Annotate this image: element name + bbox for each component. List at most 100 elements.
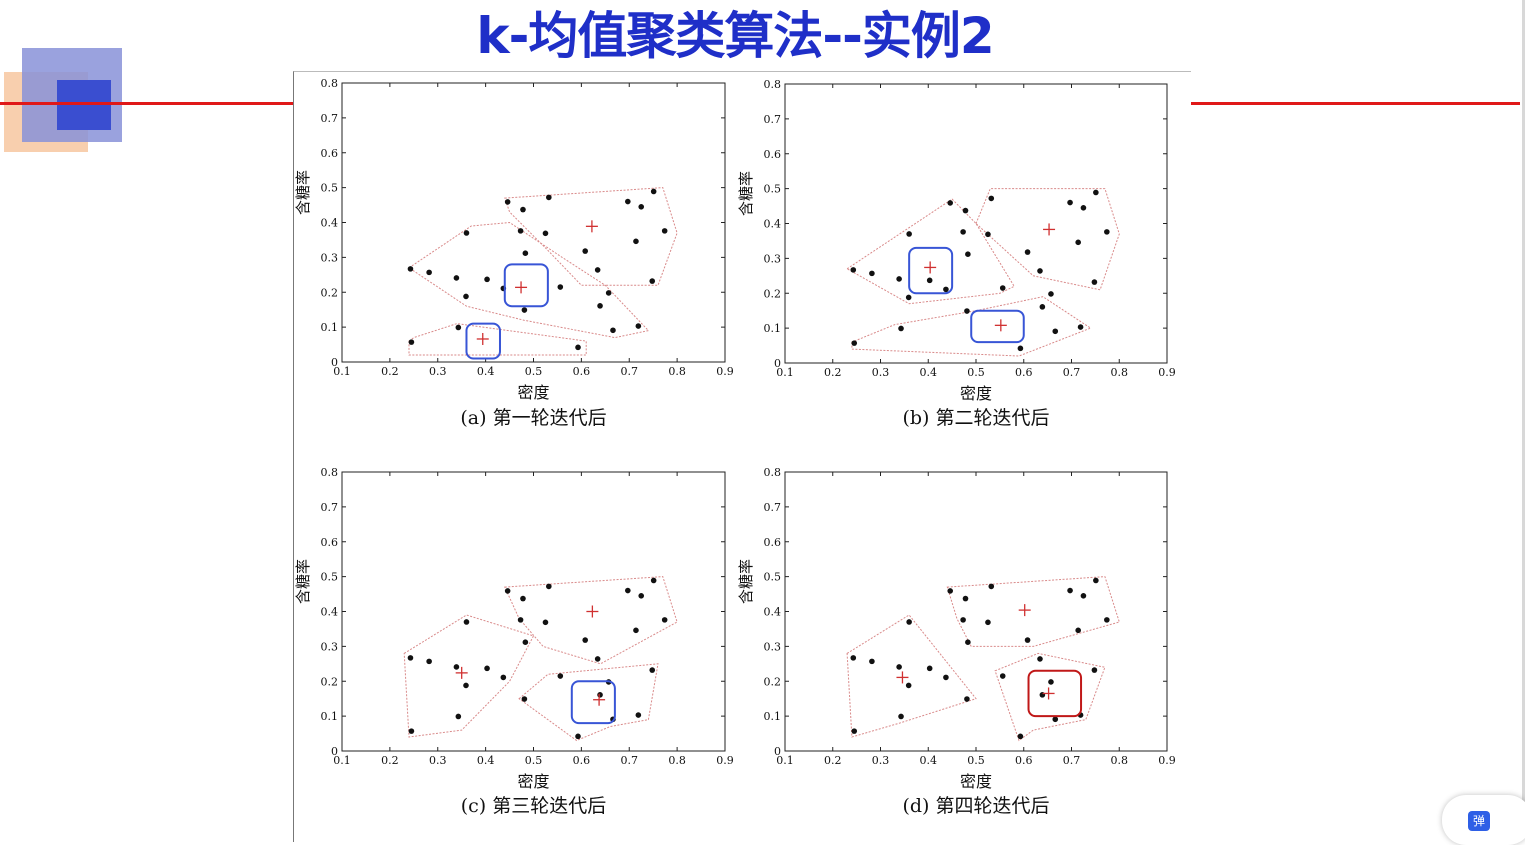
data-point bbox=[650, 188, 657, 195]
data-point bbox=[649, 667, 656, 673]
centroid-marker bbox=[924, 261, 937, 274]
x-tick-label: 0.5 bbox=[525, 365, 543, 378]
data-point bbox=[1048, 291, 1054, 297]
data-point bbox=[869, 658, 875, 665]
highlight-box bbox=[1027, 669, 1083, 718]
x-tick-label: 0.9 bbox=[716, 365, 734, 378]
y-tick-label: 0.8 bbox=[321, 77, 339, 90]
y-tick-label: 0.2 bbox=[321, 675, 339, 688]
x-tick-label: 0.5 bbox=[967, 754, 985, 767]
y-axis-label: 含糖率 bbox=[294, 559, 312, 604]
data-point bbox=[542, 619, 549, 626]
data-point bbox=[905, 294, 912, 301]
data-point bbox=[520, 595, 526, 602]
x-tick-label: 0.1 bbox=[776, 754, 794, 767]
data-point bbox=[582, 637, 589, 643]
x-tick-label: 0.6 bbox=[573, 365, 591, 378]
data-point bbox=[638, 593, 645, 599]
data-point bbox=[947, 200, 954, 206]
data-point bbox=[943, 286, 949, 293]
y-tick-label: 0.8 bbox=[321, 466, 339, 479]
x-tick-label: 0.7 bbox=[1063, 754, 1081, 767]
y-tick-label: 0.1 bbox=[764, 710, 782, 723]
x-tick-label: 0.2 bbox=[824, 366, 842, 379]
highlight-box bbox=[503, 263, 549, 308]
data-point bbox=[898, 325, 904, 332]
data-point bbox=[557, 284, 564, 290]
data-point bbox=[594, 656, 601, 662]
panel-caption: (a) 第一轮迭代后 bbox=[460, 407, 606, 429]
x-tick-label: 0.8 bbox=[668, 365, 686, 378]
y-tick-label: 0 bbox=[331, 745, 338, 758]
chart-panel-2: 0.1 0.2 0.3 0.4 0.5 0.6 0.7 0.8 0.900.10.20.30.4… bbox=[294, 466, 734, 817]
x-tick-label: 0.9 bbox=[716, 754, 734, 767]
y-tick-label: 0.2 bbox=[321, 286, 339, 299]
data-point bbox=[1067, 587, 1073, 594]
x-tick-label: 0.1 bbox=[333, 754, 351, 767]
x-tick-label: 0.9 bbox=[1158, 366, 1176, 379]
chart-panel-3: 0.1 0.2 0.3 0.4 0.5 0.6 0.7 0.8 0.900.10.20.30.4… bbox=[737, 466, 1176, 817]
data-point bbox=[546, 194, 552, 201]
y-tick-label: 0.3 bbox=[764, 252, 782, 265]
data-point bbox=[542, 230, 549, 237]
data-point bbox=[407, 266, 414, 272]
data-point bbox=[635, 323, 642, 329]
data-point bbox=[605, 290, 612, 296]
data-point bbox=[962, 207, 969, 214]
y-tick-label: 0.6 bbox=[321, 147, 339, 160]
data-point bbox=[1075, 627, 1081, 634]
data-point bbox=[1077, 324, 1084, 330]
y-tick-label: 0.6 bbox=[764, 148, 782, 161]
data-point bbox=[1017, 733, 1024, 740]
data-point bbox=[1080, 593, 1087, 599]
data-point bbox=[926, 277, 933, 284]
x-tick-label: 0.9 bbox=[1158, 754, 1176, 767]
y-tick-label: 0.1 bbox=[321, 321, 339, 334]
popup-icon[interactable]: 弹 bbox=[1468, 811, 1490, 831]
data-point bbox=[905, 682, 912, 689]
data-point bbox=[850, 655, 857, 661]
centroid-marker bbox=[1043, 223, 1056, 236]
data-point bbox=[1104, 229, 1110, 235]
data-point bbox=[408, 728, 415, 734]
popup-widget[interactable]: 弹 bbox=[1442, 795, 1525, 845]
data-point bbox=[1093, 189, 1099, 196]
highlight-box bbox=[970, 309, 1025, 344]
data-point bbox=[504, 588, 511, 594]
centroid-marker bbox=[515, 281, 528, 294]
data-point bbox=[896, 276, 902, 282]
data-point bbox=[960, 229, 966, 235]
data-point bbox=[463, 293, 469, 300]
data-point bbox=[926, 665, 933, 672]
y-tick-label: 0.4 bbox=[764, 606, 782, 619]
y-tick-label: 0.6 bbox=[764, 536, 782, 549]
data-point bbox=[650, 577, 657, 584]
centroid-marker bbox=[593, 693, 606, 706]
y-axis-label: 含糖率 bbox=[737, 171, 755, 216]
data-point bbox=[522, 639, 529, 645]
data-point bbox=[850, 267, 857, 273]
data-point bbox=[426, 269, 432, 276]
x-axis-label: 密度 bbox=[960, 384, 992, 403]
y-tick-label: 0.4 bbox=[321, 606, 339, 619]
data-point bbox=[965, 251, 971, 257]
cluster-hull bbox=[518, 663, 659, 742]
highlight-box bbox=[465, 322, 501, 360]
x-tick-label: 0.2 bbox=[381, 365, 399, 378]
x-tick-label: 0.7 bbox=[1063, 366, 1081, 379]
y-tick-label: 0.1 bbox=[321, 710, 339, 723]
centroid-marker bbox=[476, 332, 489, 345]
y-tick-label: 0.5 bbox=[321, 571, 339, 584]
cluster-hull bbox=[851, 296, 1092, 357]
x-tick-label: 0.6 bbox=[1015, 754, 1033, 767]
y-tick-label: 0.5 bbox=[764, 183, 782, 196]
figure-frame: 0.1 0.2 0.3 0.4 0.5 0.6 0.7 0.8 0.9 0 0.1 0.2 0.3 0.4… bbox=[293, 71, 1191, 842]
data-point bbox=[520, 206, 526, 213]
data-point bbox=[638, 204, 645, 210]
data-point bbox=[1067, 199, 1073, 206]
data-point bbox=[582, 248, 589, 254]
x-tick-label: 0.4 bbox=[920, 754, 938, 767]
data-point bbox=[597, 303, 603, 309]
data-point bbox=[985, 231, 991, 238]
data-point bbox=[407, 655, 414, 661]
